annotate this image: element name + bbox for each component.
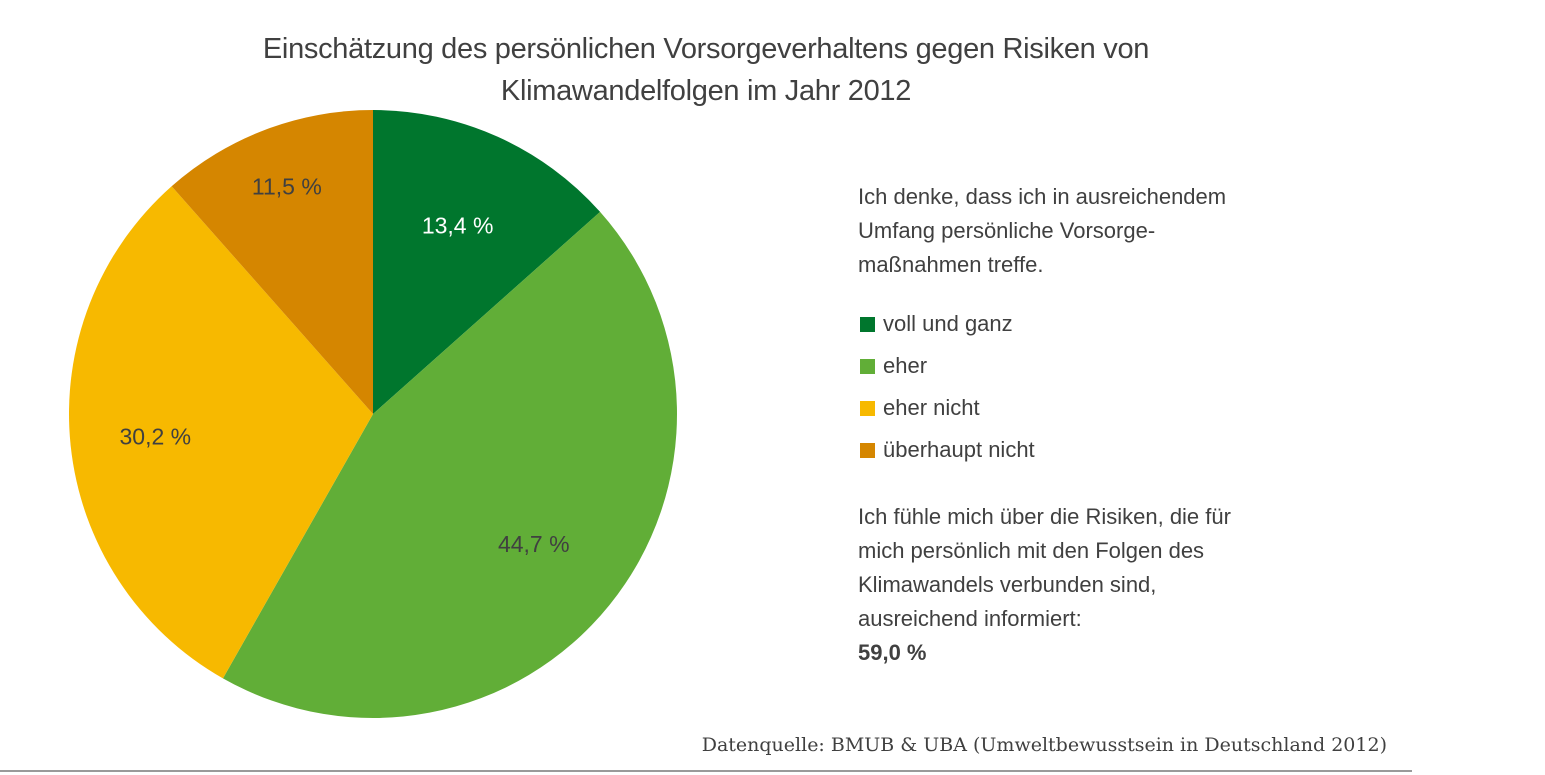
chart-title: Einschätzung des persönlichen Vorsorgeve… bbox=[0, 28, 1412, 112]
pie-slice-voll-und-ganz bbox=[373, 110, 601, 414]
info-line-3: Klimawandels verbunden sind, bbox=[858, 572, 1157, 597]
pie-slice-eher bbox=[222, 211, 678, 719]
legend-title: Ich denke, dass ich in ausreichendem Umf… bbox=[858, 180, 1318, 282]
legend-label-eher: eher bbox=[883, 353, 928, 378]
info-line-2: mich persönlich mit den Folgen des bbox=[858, 538, 1205, 563]
pie-label-eher: 44,7 % bbox=[498, 531, 570, 557]
pie-chart: 13,4 % 44,7 % 30,2 % 11,5 % bbox=[69, 110, 678, 719]
pie-slice-ueberhaupt-nicht bbox=[171, 110, 373, 414]
legend-title-line-3: maßnahmen treffe. bbox=[858, 252, 1044, 277]
legend-item-eher: eher bbox=[860, 345, 1035, 387]
legend-item-eher-nicht: eher nicht bbox=[860, 387, 1035, 429]
info-block: Ich fühle mich über die Risiken, die für… bbox=[858, 500, 1318, 670]
legend-swatch-eher bbox=[860, 358, 875, 374]
pie-label-voll-und-ganz: 13,4 % bbox=[422, 212, 494, 238]
legend-label-eher-nicht: eher nicht bbox=[883, 395, 980, 420]
pie-slice-eher-nicht bbox=[69, 186, 374, 679]
pie-label-eher-nicht: 30,2 % bbox=[119, 424, 191, 450]
legend-swatch-voll-und-ganz bbox=[860, 316, 875, 332]
legend-title-line-1: Ich denke, dass ich in ausreichendem bbox=[858, 184, 1227, 209]
info-line-4: ausreichend informiert: bbox=[858, 606, 1082, 631]
legend-swatch-ueberhaupt-nicht bbox=[860, 442, 875, 458]
chart-title-line-1: Einschätzung des persönlichen Vorsorgeve… bbox=[262, 33, 1150, 65]
info-value: 59,0 % bbox=[858, 640, 927, 665]
legend-label-ueberhaupt-nicht: überhaupt nicht bbox=[883, 437, 1035, 462]
chart-title-line-2: Klimawandelfolgen im Jahr 2012 bbox=[500, 75, 912, 107]
legend-item-ueberhaupt-nicht: überhaupt nicht bbox=[860, 429, 1035, 471]
bottom-divider bbox=[0, 770, 1412, 772]
legend: voll und ganz eher eher nicht überhaupt … bbox=[860, 303, 1035, 471]
legend-label-voll-und-ganz: voll und ganz bbox=[883, 311, 1013, 336]
legend-swatch-eher-nicht bbox=[860, 400, 875, 416]
info-line-1: Ich fühle mich über die Risiken, die für bbox=[858, 504, 1231, 529]
data-source: Datenquelle: BMUB & UBA (Umweltbewusstse… bbox=[701, 734, 1387, 756]
legend-item-voll-und-ganz: voll und ganz bbox=[860, 303, 1035, 345]
pie-label-ueberhaupt-nicht: 11,5 % bbox=[252, 174, 322, 200]
legend-title-line-2: Umfang persönliche Vorsorge- bbox=[858, 218, 1156, 243]
